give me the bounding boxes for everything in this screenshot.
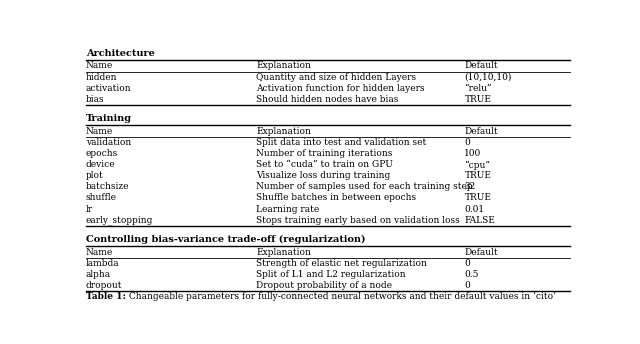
Text: Set to “cuda” to train on GPU: Set to “cuda” to train on GPU: [256, 160, 393, 169]
Text: FALSE: FALSE: [465, 216, 495, 225]
Text: Training: Training: [86, 114, 132, 123]
Text: “relu”: “relu”: [465, 84, 492, 93]
Text: TRUE: TRUE: [465, 171, 492, 180]
Text: Stops training early based on validation loss: Stops training early based on validation…: [256, 216, 460, 225]
Text: Number of samples used for each training step: Number of samples used for each training…: [256, 182, 473, 192]
Text: Default: Default: [465, 127, 498, 136]
Text: activation: activation: [86, 84, 132, 93]
Text: Default: Default: [465, 248, 498, 257]
Text: Should hidden nodes have bias: Should hidden nodes have bias: [256, 95, 399, 104]
Text: 100: 100: [465, 149, 482, 158]
Text: dropout: dropout: [86, 281, 122, 290]
Text: Strength of elastic net regularization: Strength of elastic net regularization: [256, 259, 427, 268]
Text: epochs: epochs: [86, 149, 118, 158]
Text: Controlling bias-variance trade-off (regularization): Controlling bias-variance trade-off (reg…: [86, 235, 365, 244]
Text: early_stopping: early_stopping: [86, 215, 154, 225]
Text: Activation function for hidden layers: Activation function for hidden layers: [256, 84, 425, 93]
Text: Shuffle batches in between epochs: Shuffle batches in between epochs: [256, 193, 416, 203]
Text: Split of L1 and L2 regularization: Split of L1 and L2 regularization: [256, 270, 406, 279]
Text: 0: 0: [465, 138, 470, 147]
Text: lr: lr: [86, 205, 93, 214]
Text: (10,10,10): (10,10,10): [465, 73, 512, 82]
Text: Learning rate: Learning rate: [256, 205, 319, 214]
Text: Table 1:: Table 1:: [86, 292, 126, 301]
Text: 0: 0: [465, 281, 470, 290]
Text: alpha: alpha: [86, 270, 111, 279]
Text: device: device: [86, 160, 116, 169]
Text: Dropout probability of a node: Dropout probability of a node: [256, 281, 392, 290]
Text: Name: Name: [86, 248, 113, 257]
Text: 0.01: 0.01: [465, 205, 484, 214]
Text: Split data into test and validation set: Split data into test and validation set: [256, 138, 426, 147]
Text: bias: bias: [86, 95, 104, 104]
Text: batchsize: batchsize: [86, 182, 129, 192]
Text: Quantity and size of hidden Layers: Quantity and size of hidden Layers: [256, 73, 416, 82]
Text: shuffle: shuffle: [86, 193, 117, 203]
Text: 32: 32: [465, 182, 476, 192]
Text: Explanation: Explanation: [256, 127, 311, 136]
Text: Architecture: Architecture: [86, 49, 155, 58]
Text: Number of training iterations: Number of training iterations: [256, 149, 392, 158]
Text: Name: Name: [86, 127, 113, 136]
Text: lambda: lambda: [86, 259, 120, 268]
Text: TRUE: TRUE: [465, 95, 492, 104]
Text: plot: plot: [86, 171, 104, 180]
Text: Visualize loss during training: Visualize loss during training: [256, 171, 390, 180]
Text: Default: Default: [465, 61, 498, 70]
Text: hidden: hidden: [86, 73, 118, 82]
Text: Changeable parameters for fully-connected neural networks and their default valu: Changeable parameters for fully-connecte…: [126, 292, 556, 301]
Text: TRUE: TRUE: [465, 193, 492, 203]
Text: “cpu”: “cpu”: [465, 160, 490, 170]
Text: Name: Name: [86, 61, 113, 70]
Text: validation: validation: [86, 138, 131, 147]
Text: 0.5: 0.5: [465, 270, 479, 279]
Text: 0: 0: [465, 259, 470, 268]
Text: Explanation: Explanation: [256, 248, 311, 257]
Text: Explanation: Explanation: [256, 61, 311, 70]
